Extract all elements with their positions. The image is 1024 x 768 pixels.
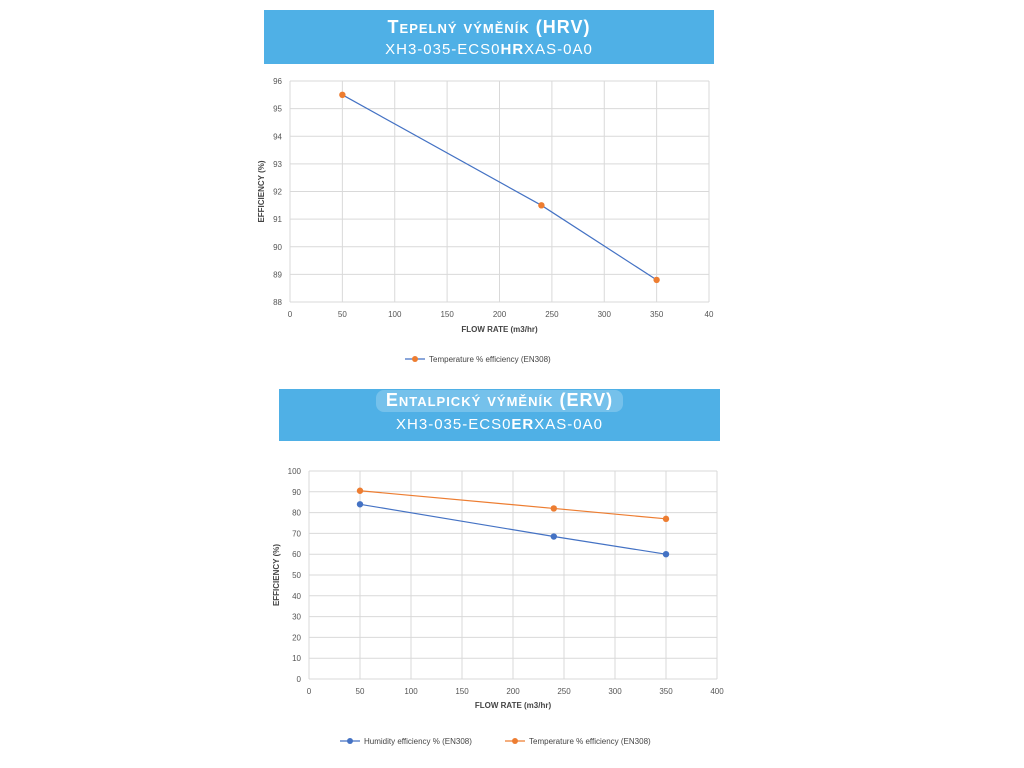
- x-tick-label: 300: [608, 687, 622, 696]
- x-tick-label: 250: [557, 687, 571, 696]
- x-tick-label: 0: [288, 310, 293, 319]
- x-axis-label: FLOW RATE (m3/hr): [461, 325, 538, 334]
- x-tick-label: 350: [650, 310, 664, 319]
- y-tick-label: 80: [292, 509, 301, 518]
- y-tick-label: 90: [292, 488, 301, 497]
- legend-label: Humidity efficiency % (EN308): [364, 737, 472, 746]
- legend-marker: [412, 356, 418, 362]
- erv-code-prefix: XH3-035-ECS0: [396, 416, 512, 433]
- y-tick-label: 70: [292, 529, 301, 538]
- y-axis-label: EFFICIENCY (%): [272, 544, 281, 606]
- y-tick-label: 95: [273, 105, 282, 114]
- x-axis-label: FLOW RATE (m3/hr): [475, 701, 552, 710]
- x-tick-label: 250: [545, 310, 559, 319]
- y-axis-label: EFFICIENCY (%): [257, 160, 266, 222]
- y-tick-label: 60: [292, 550, 301, 559]
- y-tick-label: 10: [292, 654, 301, 663]
- y-tick-label: 40: [292, 592, 301, 601]
- y-tick-label: 90: [273, 243, 282, 252]
- x-tick-label: 50: [338, 310, 347, 319]
- data-point: [653, 276, 660, 284]
- hrv-code-highlight: HR: [500, 41, 525, 58]
- legend-label: Temperature % efficiency (EN308): [429, 355, 551, 364]
- legend-label: Temperature % efficiency (EN308): [529, 737, 651, 746]
- y-tick-label: 94: [273, 132, 282, 141]
- x-tick-label: 50: [356, 687, 365, 696]
- data-point: [550, 505, 557, 512]
- x-tick-label: 200: [493, 310, 507, 319]
- hrv-code-prefix: XH3-035-ECS0: [385, 41, 501, 58]
- y-tick-label: 96: [273, 77, 282, 86]
- x-tick-label: 150: [455, 687, 469, 696]
- data-point: [538, 202, 545, 209]
- data-point: [339, 91, 346, 99]
- y-tick-label: 88: [273, 298, 282, 307]
- legend-marker: [512, 738, 518, 744]
- y-tick-label: 0: [297, 675, 302, 684]
- y-tick-label: 30: [292, 613, 301, 622]
- hrv-model-code: XH3-035-ECS0HRXAS-0A0: [264, 41, 714, 59]
- erv-model-code: XH3-035-ECS0ERXAS-0A0: [279, 416, 720, 434]
- y-tick-label: 20: [292, 633, 301, 642]
- x-tick-label: 0: [307, 687, 312, 696]
- x-tick-label: 150: [440, 310, 454, 319]
- x-tick-label: 300: [598, 310, 612, 319]
- x-tick-label: 400: [710, 687, 724, 696]
- y-tick-label: 50: [292, 571, 301, 580]
- data-point: [356, 501, 364, 508]
- erv-code-suffix: XAS-0A0: [534, 416, 603, 433]
- data-point: [550, 533, 557, 540]
- x-tick-label: 350: [659, 687, 673, 696]
- hrv-title: Tepelný výměník (HRV): [387, 17, 591, 37]
- y-tick-label: 91: [273, 215, 282, 224]
- hrv-code-suffix: XAS-0A0: [524, 41, 593, 58]
- erv-banner: Entalpický výměník (ERV) XH3-035-ECS0ERX…: [279, 389, 720, 441]
- data-point: [662, 551, 670, 558]
- data-point: [662, 515, 670, 523]
- x-tick-label: 200: [506, 687, 520, 696]
- y-tick-label: 89: [273, 270, 282, 279]
- x-tick-label: 40: [705, 310, 714, 319]
- erv-code-highlight: ER: [511, 416, 535, 433]
- erv-title: Entalpický výměník (ERV): [375, 390, 624, 412]
- legend-marker: [347, 738, 353, 744]
- y-tick-label: 93: [273, 160, 282, 169]
- y-tick-label: 100: [288, 467, 302, 476]
- data-point: [356, 487, 364, 494]
- x-tick-label: 100: [404, 687, 418, 696]
- x-tick-label: 100: [388, 310, 402, 319]
- hrv-banner: Tepelný výměník (HRV) XH3-035-ECS0HRXAS-…: [264, 10, 714, 64]
- y-tick-label: 92: [273, 188, 282, 197]
